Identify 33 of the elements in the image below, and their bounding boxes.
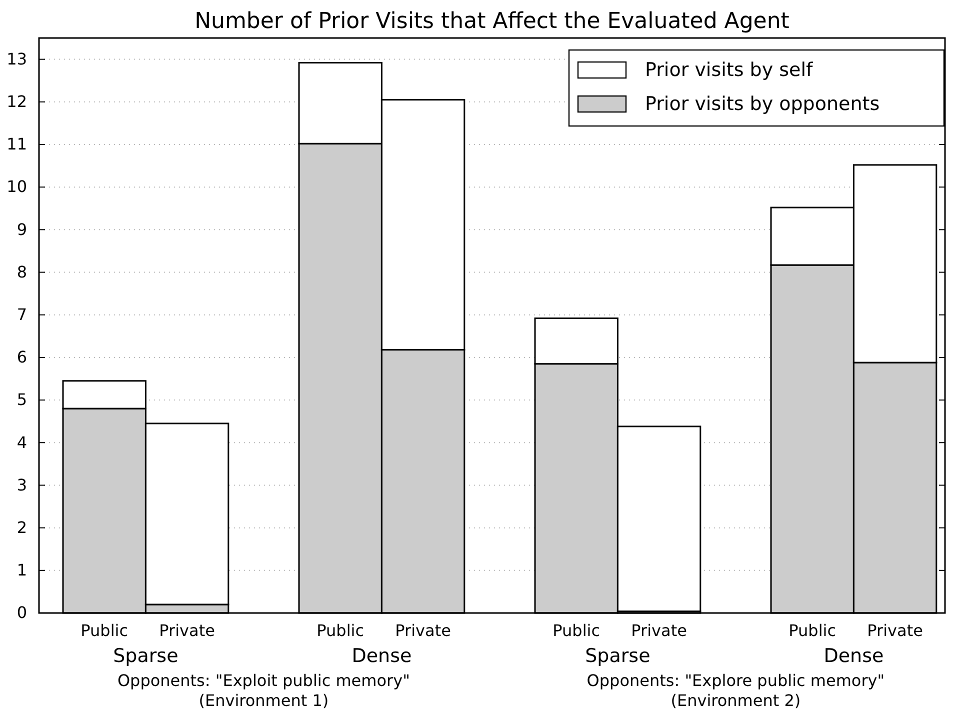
y-tick-label: 1 — [16, 560, 27, 580]
text: Sparse — [585, 645, 650, 667]
x-tick-label: Public — [788, 621, 836, 640]
y-tick-label: 0 — [16, 603, 27, 622]
x-tick-label: Public — [552, 621, 600, 640]
x-tick-label: Public — [316, 621, 364, 640]
y-tick-label: 4 — [16, 432, 27, 452]
text: Opponents: "Explore public memory" — [586, 671, 885, 690]
x-tick-label: Private — [631, 621, 687, 640]
y-tick-label: 9 — [16, 220, 27, 239]
text: Sparse — [113, 645, 178, 667]
legend-label: Prior visits by opponents — [645, 93, 880, 115]
y-tick-label: 11 — [6, 134, 27, 154]
text: (Environment 2) — [670, 691, 801, 710]
y-tick-label: 13 — [6, 49, 27, 68]
y-tick-label: 5 — [16, 390, 27, 410]
legend-label: Prior visits by self — [645, 59, 814, 81]
y-tick-label: 3 — [16, 475, 27, 494]
text: Dense — [824, 645, 884, 667]
chart-title: Number of Prior Visits that Affect the Evaluated Agent — [194, 9, 790, 34]
text: Opponents: "Exploit public memory" — [117, 671, 410, 690]
y-tick-label: 2 — [16, 518, 27, 537]
text: Dense — [352, 645, 412, 667]
y-tick-label: 10 — [6, 177, 27, 196]
y-tick-label: 7 — [16, 304, 27, 324]
x-tick-label: Private — [395, 621, 451, 640]
y-tick-label: 8 — [16, 262, 27, 282]
y-tick-label: 6 — [16, 348, 27, 367]
text: (Environment 1) — [198, 691, 329, 710]
y-tick-label: 12 — [6, 92, 27, 112]
x-tick-label: Private — [159, 621, 215, 640]
x-tick-label: Private — [867, 621, 923, 640]
x-tick-label: Public — [80, 621, 128, 640]
